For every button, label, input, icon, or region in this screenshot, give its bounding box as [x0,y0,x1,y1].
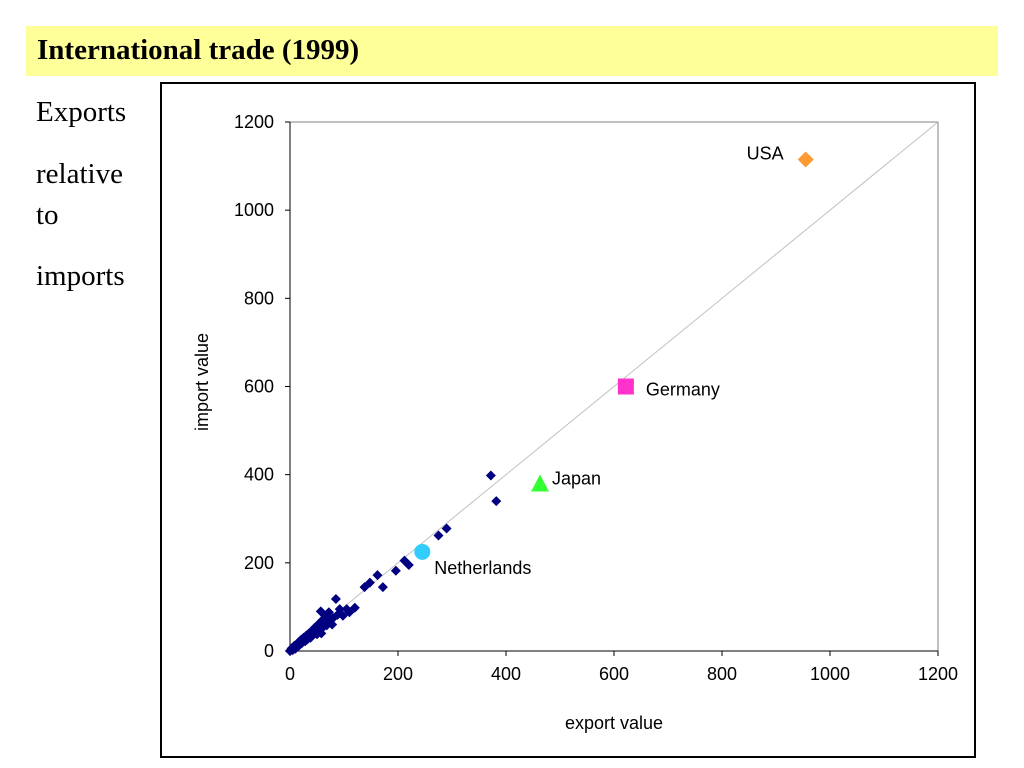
usa-label: USA [747,143,784,163]
y-tick-label: 1200 [234,112,274,132]
japan-label: Japan [552,468,601,488]
japan-marker [531,474,550,492]
x-tick-label: 1200 [918,664,958,684]
slide-title: International trade (1999) [37,34,360,66]
usa-marker [797,151,814,168]
data-point [377,582,388,593]
highlighted-points: USA Germany Japan Netherlands [414,143,814,578]
data-point [349,602,360,613]
data-point [327,619,338,630]
x-tick-label: 0 [285,664,295,684]
side-text-line-3: to [36,199,59,231]
netherlands-label: Netherlands [434,558,531,578]
slide-title-bar: International trade (1999) [26,26,998,76]
data-point [328,612,339,623]
chart-axes: 0 200 400 600 800 1000 1200 0 200 400 600 800 1000 12… [234,112,958,684]
data-point [485,470,496,481]
y-tick-label: 600 [244,377,274,397]
data-point [364,577,375,588]
data-point [390,565,401,576]
y-tick-label: 0 [264,641,274,661]
scatter-chart: 0 200 400 600 800 1000 1200 0 200 400 600 800 1000 12… [192,112,958,733]
y-axis-label: import value [192,333,212,431]
germany-label: Germany [646,380,720,400]
data-point [441,523,452,534]
data-point [314,624,325,635]
x-tick-label: 800 [707,664,737,684]
data-point [359,582,370,593]
data-point [491,496,502,507]
netherlands-marker [414,543,431,560]
chart-frame: 0 200 400 600 800 1000 1200 0 200 400 600 800 1000 12… [160,82,976,758]
germany-marker [617,378,634,395]
reference-line-group [289,121,939,652]
x-axis-label: export value [565,713,663,733]
data-points [285,470,502,656]
data-point [337,610,348,621]
y-tick-label: 200 [244,553,274,573]
data-point [323,607,334,618]
x-tick-label: 600 [599,664,629,684]
side-text-line-2: relative [36,158,123,190]
data-point [332,609,343,620]
side-text-line-4: imports [36,260,125,292]
x-tick-label: 200 [383,664,413,684]
y-tick-label: 800 [244,288,274,308]
side-text-line-1: Exports [36,96,127,128]
data-point [372,570,383,581]
data-point [341,604,352,615]
data-point [433,530,444,541]
x-tick-label: 400 [491,664,521,684]
data-point [330,593,341,604]
y-tick-label: 1000 [234,200,274,220]
reference-line [289,121,939,652]
y-tick-label: 400 [244,465,274,485]
data-point [313,619,324,630]
data-point [403,560,414,571]
x-tick-label: 1000 [810,664,850,684]
